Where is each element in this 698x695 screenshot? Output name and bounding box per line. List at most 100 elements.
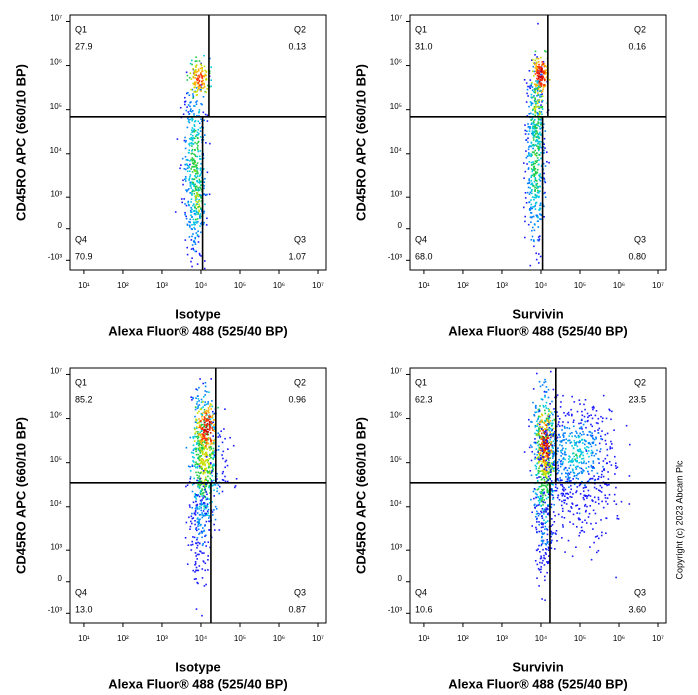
event-dot — [545, 442, 547, 444]
event-dot — [558, 499, 561, 501]
event-dot — [536, 504, 538, 507]
event-dot — [523, 79, 526, 81]
event-dot — [213, 439, 215, 442]
event-dot — [578, 427, 581, 430]
event-dot — [205, 478, 207, 480]
event-dot — [206, 482, 208, 485]
event-dot — [531, 130, 534, 132]
event-dot — [553, 408, 555, 410]
event-dot — [192, 137, 195, 139]
event-dot — [201, 614, 203, 617]
event-dot — [200, 62, 202, 65]
event-dot — [538, 74, 540, 76]
event-dot — [535, 63, 538, 65]
event-dot — [533, 135, 535, 138]
event-dot — [556, 462, 559, 464]
event-dot — [205, 506, 207, 509]
event-dot — [198, 410, 200, 413]
event-dot — [189, 528, 191, 530]
event-dot — [193, 477, 195, 480]
event-dot — [539, 426, 541, 428]
event-dot — [548, 512, 550, 515]
event-dot — [537, 149, 540, 152]
event-dot — [552, 468, 555, 470]
event-dot — [539, 557, 542, 560]
event-dot — [567, 474, 569, 477]
event-dot — [531, 446, 533, 448]
event-dot — [551, 539, 553, 542]
event-dot — [539, 86, 541, 88]
event-dot — [538, 174, 540, 177]
event-dot — [185, 446, 188, 449]
event-dot — [195, 500, 197, 503]
event-dot — [558, 469, 560, 472]
event-dot — [534, 188, 536, 191]
event-dot — [196, 162, 199, 164]
event-dot — [191, 117, 193, 120]
event-dot — [525, 82, 528, 84]
event-dot — [198, 519, 200, 521]
event-dot — [529, 87, 531, 89]
event-dot — [545, 424, 548, 426]
event-dot — [543, 488, 545, 491]
event-dot — [203, 193, 206, 195]
event-dot — [538, 113, 541, 115]
event-dot — [195, 170, 197, 172]
event-dot — [531, 117, 534, 119]
event-dot — [543, 73, 545, 75]
event-dot — [202, 423, 204, 426]
event-dot — [528, 425, 530, 428]
event-dot — [538, 137, 541, 139]
event-dot — [554, 438, 556, 441]
event-dot — [537, 462, 540, 464]
event-dot — [561, 484, 563, 486]
event-dot — [194, 197, 197, 200]
event-dot — [191, 464, 194, 466]
event-dot — [563, 502, 566, 504]
event-dot — [222, 457, 224, 460]
event-dot — [530, 221, 532, 223]
event-dot — [207, 559, 209, 561]
event-dot — [587, 446, 590, 449]
event-dot — [194, 83, 196, 85]
event-dot — [587, 480, 590, 482]
event-dot — [566, 478, 569, 480]
event-dot — [190, 248, 193, 250]
event-dot — [573, 425, 575, 428]
event-dot — [568, 479, 570, 482]
event-dot — [191, 145, 193, 147]
event-dot — [543, 381, 545, 384]
event-dot — [531, 421, 533, 423]
event-dot — [197, 405, 199, 407]
event-dot — [585, 522, 588, 524]
event-dot — [194, 120, 197, 122]
event-dot — [537, 499, 540, 502]
quadrant-value: 68.0 — [415, 251, 433, 261]
event-dot — [560, 449, 562, 452]
event-dot — [615, 576, 617, 579]
event-dot — [195, 504, 198, 507]
event-dot — [529, 444, 532, 447]
event-dot — [195, 608, 198, 610]
event-dot — [593, 454, 596, 457]
event-dot — [541, 106, 543, 109]
event-dot — [534, 131, 536, 134]
event-dot — [193, 163, 195, 166]
event-dot — [191, 483, 194, 486]
event-dot — [540, 146, 543, 149]
event-dot — [202, 485, 205, 488]
event-dot — [550, 430, 553, 432]
event-dot — [532, 122, 534, 125]
event-dot — [581, 472, 583, 475]
event-dot — [205, 446, 207, 449]
event-dot — [536, 102, 539, 104]
event-dot — [536, 510, 538, 513]
event-dot — [206, 471, 209, 473]
event-dot — [544, 510, 546, 513]
event-dot — [554, 548, 556, 550]
event-dot — [543, 511, 545, 513]
event-dot — [544, 419, 546, 422]
event-dot — [218, 492, 220, 495]
event-dot — [528, 201, 530, 204]
event-dot — [550, 503, 553, 506]
